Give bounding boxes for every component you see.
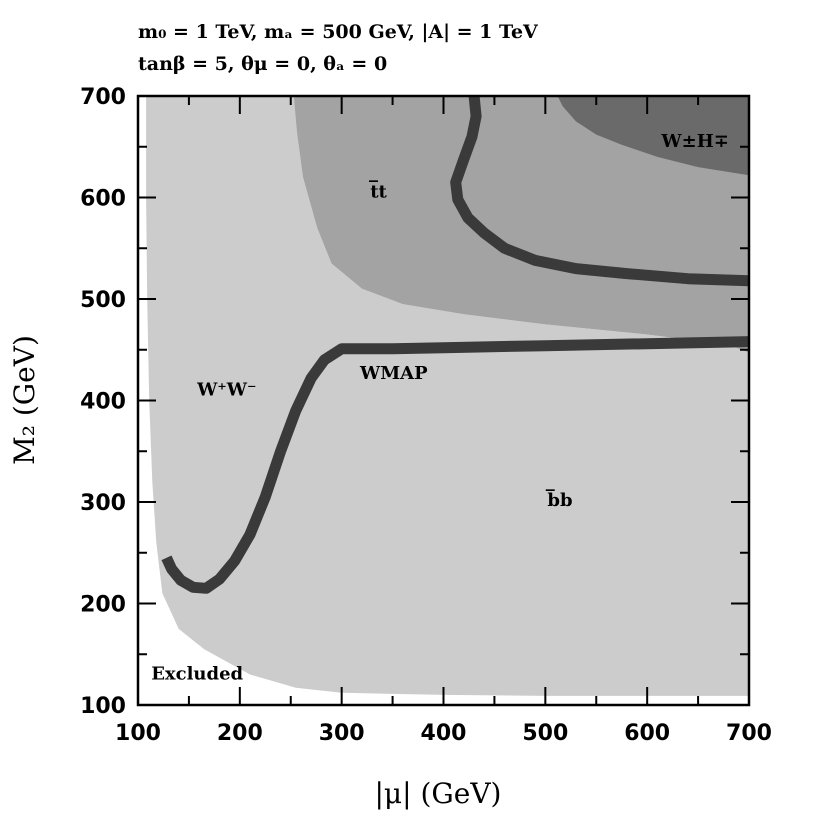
region-label-3: t̅t <box>369 180 387 202</box>
region-label-1: W⁺W⁻ <box>196 379 256 400</box>
region-label-0: Excluded <box>151 664 243 685</box>
y-tick-label: 700 <box>80 85 126 110</box>
region-tt <box>293 96 749 353</box>
x-tick-label: 100 <box>115 721 161 746</box>
y-tick-label: 300 <box>80 491 126 516</box>
wmap-label: WMAP <box>359 363 428 384</box>
wmap-curve-1 <box>450 95 750 287</box>
x-tick-label: 300 <box>319 721 365 746</box>
x-tick-label: 600 <box>624 721 670 746</box>
ticks-layer: 100 200 300 400 500 600 700 100 200 300 400 500 600 7… <box>80 85 772 746</box>
x-axis-title: |μ| (GeV) <box>375 777 502 810</box>
x-tick-label: 700 <box>726 721 772 746</box>
wmap-curves-layer <box>161 95 750 594</box>
y-tick-label: 500 <box>80 288 126 313</box>
y-tick-label: 400 <box>80 390 126 415</box>
region-label-2: b̅b <box>546 489 573 511</box>
y-tick-label: 600 <box>80 187 126 212</box>
region-bb <box>146 96 750 696</box>
y-tick-label: 200 <box>80 593 126 618</box>
chart-title-line1: m₀ = 1 TeV, mₐ = 500 GeV, |A| = 1 TeV <box>138 21 539 43</box>
chart-title-line2: tanβ = 5, θμ = 0, θₐ = 0 <box>138 53 387 75</box>
x-tick-label: 200 <box>217 721 263 746</box>
region-wh <box>557 96 749 176</box>
region-label-4: W±H∓ <box>660 131 728 152</box>
y-axis-title: M₂ (GeV) <box>8 335 41 465</box>
x-tick-label: 500 <box>522 721 568 746</box>
wmap-curve-0 <box>161 336 750 594</box>
y-tick-label: 100 <box>80 694 126 719</box>
region-labels-layer: Excluded W⁺W⁻ b̅b t̅t W±H∓ WMAP <box>151 131 729 685</box>
x-tick-label: 400 <box>421 721 467 746</box>
